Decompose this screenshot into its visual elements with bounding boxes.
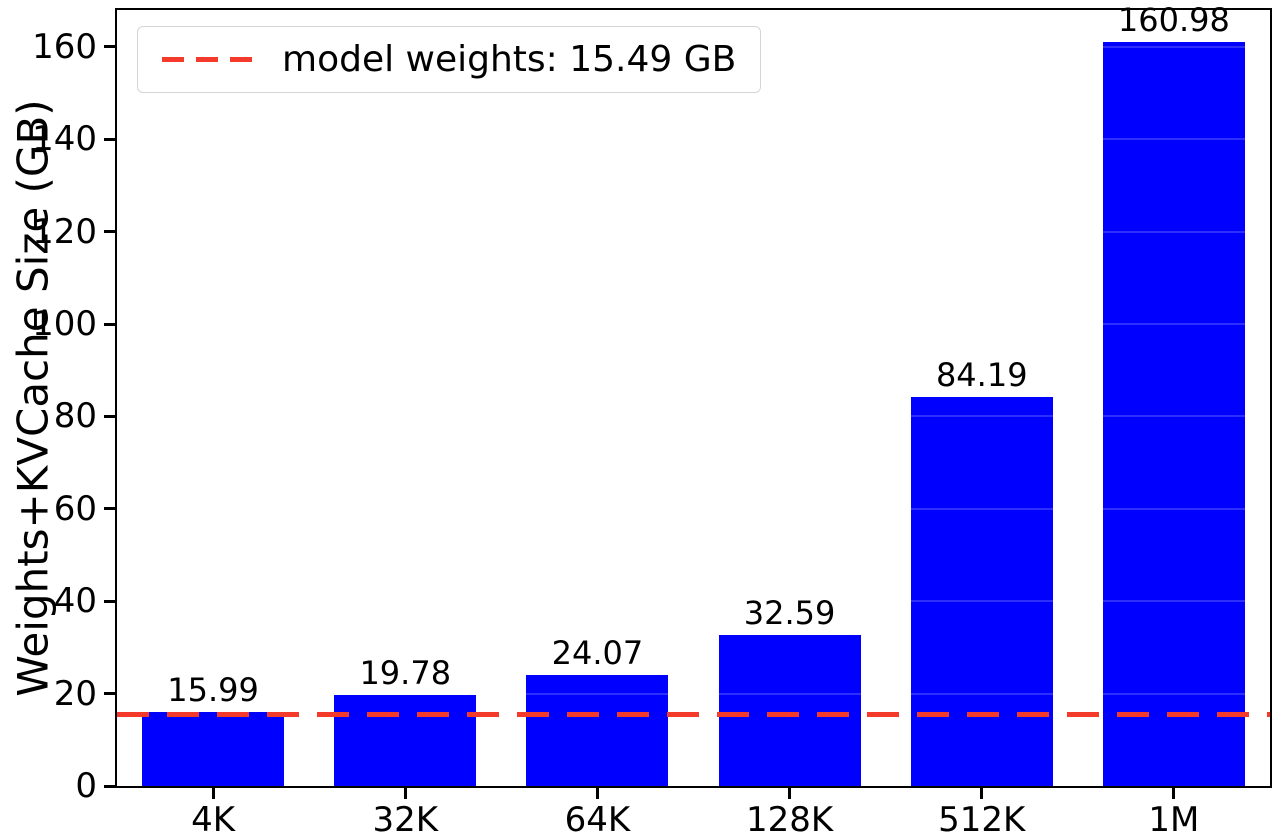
bar-128K <box>718 635 861 786</box>
y-tick-mark <box>104 45 115 49</box>
grid-line <box>117 507 1270 510</box>
y-tick-mark <box>104 414 115 418</box>
y-tick-label: 40 <box>53 581 97 622</box>
x-tick-label: 128K <box>745 800 834 836</box>
x-tick-label: 512K <box>938 800 1026 836</box>
x-tick-label: 32K <box>372 800 439 836</box>
bar-32K <box>334 694 477 786</box>
y-tick-label: 160 <box>32 26 97 67</box>
x-tick-mark <box>788 788 792 799</box>
bar-1M <box>1102 42 1245 786</box>
bar-512K <box>910 397 1053 786</box>
x-tick-mark <box>595 788 599 799</box>
grid-line <box>117 138 1270 141</box>
grid-line <box>117 415 1270 418</box>
y-tick-mark <box>104 784 115 788</box>
x-tick-label: 64K <box>564 800 631 836</box>
bar-value-label: 15.99 <box>167 671 259 710</box>
x-tick-mark <box>403 788 407 799</box>
plot-area: model weights: 15.49 GB 0 20 40 60 80 100 120 1… <box>32 4 1272 836</box>
y-tick-mark <box>104 230 115 234</box>
bar-4K <box>142 712 285 786</box>
y-axis-title: Weights+KVCache Size (GB) <box>8 99 58 697</box>
x-tick-mark <box>980 788 984 799</box>
bar-value-label: 24.07 <box>551 633 644 672</box>
y-tick-mark <box>104 507 115 511</box>
y-tick-mark <box>104 692 115 696</box>
bar-value-label: 160.98 <box>1117 1 1230 40</box>
x-tick-label: 1M <box>1148 800 1200 836</box>
y-tick-label: 0 <box>75 766 97 806</box>
y-tick-label: 60 <box>53 488 97 529</box>
y-tick-mark <box>104 322 115 326</box>
x-tick-mark <box>211 788 215 799</box>
bar-value-label: 19.78 <box>359 653 452 692</box>
bar-value-label: 32.59 <box>743 594 836 633</box>
grid-line <box>117 600 1270 603</box>
grid-line <box>117 230 1270 233</box>
bar-value-label: 84.19 <box>935 356 1028 395</box>
y-tick-mark <box>104 599 115 603</box>
legend-dash-line-swatch <box>162 57 258 62</box>
x-tick-mark <box>1172 788 1176 799</box>
y-tick-label: 140 <box>32 119 97 160</box>
grid-line <box>117 692 1270 695</box>
model-weights-reference-line <box>117 711 1270 717</box>
y-tick-label: 80 <box>53 396 97 437</box>
y-tick-label: 20 <box>53 673 97 714</box>
x-tick-label: 4K <box>191 800 236 836</box>
bar-64K <box>526 674 669 786</box>
legend: model weights: 15.49 GB <box>137 26 762 93</box>
legend-label: model weights: 15.49 GB <box>282 39 737 80</box>
y-tick-label: 100 <box>32 304 97 345</box>
grid-line <box>117 323 1270 326</box>
y-tick-label: 120 <box>32 211 97 252</box>
y-tick-mark <box>104 137 115 141</box>
